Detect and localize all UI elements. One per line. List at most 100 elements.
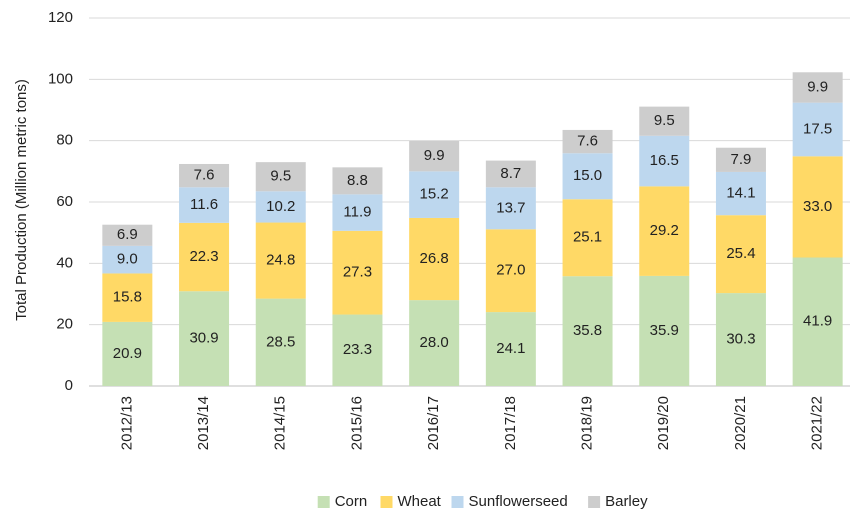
x-tick-label: 2016/17 xyxy=(425,396,442,450)
bar-segment xyxy=(562,199,613,277)
bar-segment xyxy=(102,321,153,386)
y-tick-label: 60 xyxy=(56,193,73,210)
bar-segment xyxy=(639,135,690,187)
data-label: 9.9 xyxy=(424,147,445,164)
legend-label: Corn xyxy=(335,493,368,510)
data-label: 15.8 xyxy=(113,289,142,306)
bar-segment xyxy=(332,167,383,195)
y-tick-label: 20 xyxy=(56,316,73,333)
bar-segment xyxy=(792,257,843,386)
x-tick-label: 2017/18 xyxy=(502,396,519,450)
x-tick-label: 2021/22 xyxy=(809,396,826,450)
bar-segment xyxy=(332,194,383,231)
legend-swatch xyxy=(317,496,330,508)
data-label: 13.7 xyxy=(496,199,525,216)
bar-segment xyxy=(792,156,843,258)
y-tick-label: 80 xyxy=(56,132,73,149)
bar-segment xyxy=(102,273,153,322)
bar-segment xyxy=(332,230,383,315)
data-label: 9.5 xyxy=(270,168,291,185)
data-label: 9.5 xyxy=(654,112,675,129)
bar-segment xyxy=(409,171,460,218)
y-tick-label: 0 xyxy=(65,377,73,394)
data-label: 9.0 xyxy=(117,251,138,268)
data-label: 24.8 xyxy=(266,252,295,269)
data-label: 11.9 xyxy=(343,204,371,221)
bar-segment xyxy=(485,312,536,386)
data-label: 7.6 xyxy=(194,167,215,184)
bar-segment xyxy=(409,217,460,301)
legend-swatch xyxy=(588,496,601,508)
bar-segment xyxy=(715,293,766,386)
bar-segment xyxy=(715,215,766,294)
bar-segment xyxy=(639,106,690,136)
bar-segment xyxy=(255,298,306,386)
x-tick-label: 2014/15 xyxy=(272,396,289,450)
x-tick-label: 2018/19 xyxy=(579,396,596,450)
bar-segment xyxy=(485,229,536,313)
bar-segment xyxy=(332,314,383,386)
data-label: 35.9 xyxy=(650,322,679,339)
data-label: 27.0 xyxy=(496,262,525,279)
bar-segment xyxy=(179,163,230,188)
bar-segment xyxy=(562,153,613,200)
data-label: 30.9 xyxy=(189,330,218,347)
legend-label: Barley xyxy=(605,493,648,510)
bar-segment xyxy=(255,162,306,192)
data-label: 26.8 xyxy=(420,250,449,267)
y-tick-label: 100 xyxy=(48,70,73,87)
data-label: 9.9 xyxy=(807,78,828,95)
data-label: 24.1 xyxy=(496,340,525,357)
x-tick-label: 2015/16 xyxy=(348,396,365,450)
bar-segment xyxy=(485,160,536,188)
bar-segment xyxy=(102,224,153,246)
legend-swatch xyxy=(380,496,393,508)
data-label: 14.1 xyxy=(726,185,755,202)
bar-segment xyxy=(485,187,536,230)
bar-segment xyxy=(255,191,306,223)
legend-label: Wheat xyxy=(398,493,442,510)
bar-segment xyxy=(179,222,230,292)
data-label: 30.3 xyxy=(726,331,755,348)
bar-segment xyxy=(255,222,306,299)
data-label: 28.0 xyxy=(420,334,449,351)
data-label: 41.9 xyxy=(803,313,832,330)
data-label: 16.5 xyxy=(650,152,679,169)
x-tick-label: 2012/13 xyxy=(118,396,135,450)
y-tick-label: 120 xyxy=(48,9,73,26)
x-tick-label: 2019/20 xyxy=(655,396,672,450)
x-tick-label: 2020/21 xyxy=(732,396,749,450)
data-label: 11.6 xyxy=(190,196,218,213)
data-label: 7.9 xyxy=(731,151,752,168)
bar-segment xyxy=(409,300,460,386)
data-label: 7.6 xyxy=(577,133,598,150)
data-label: 10.2 xyxy=(266,198,295,215)
bar-segment xyxy=(792,102,843,157)
data-label: 8.8 xyxy=(347,172,368,189)
data-label: 15.0 xyxy=(573,167,602,184)
bar-segment xyxy=(102,245,153,274)
y-tick-label: 40 xyxy=(56,254,73,271)
data-label: 17.5 xyxy=(803,120,832,137)
bar-segment xyxy=(715,171,766,216)
bar-segment xyxy=(409,140,460,172)
data-label: 25.4 xyxy=(726,245,755,262)
data-label: 15.2 xyxy=(420,186,449,203)
data-label: 35.8 xyxy=(573,322,602,339)
bar-segment xyxy=(792,72,843,103)
data-label: 23.3 xyxy=(343,341,372,358)
bar-segment xyxy=(562,276,613,386)
bar-segment xyxy=(179,187,230,223)
legend-label: Sunflowerseed xyxy=(469,493,568,510)
data-label: 25.1 xyxy=(573,229,602,246)
bar-segment xyxy=(639,275,690,386)
data-label: 6.9 xyxy=(117,226,138,243)
legend-swatch xyxy=(451,496,464,508)
bar-segment xyxy=(715,147,766,172)
data-label: 28.5 xyxy=(266,333,295,350)
bar-segment xyxy=(179,291,230,386)
data-label: 20.9 xyxy=(113,345,142,362)
data-label: 33.0 xyxy=(803,198,832,215)
bar-segment xyxy=(639,186,690,276)
